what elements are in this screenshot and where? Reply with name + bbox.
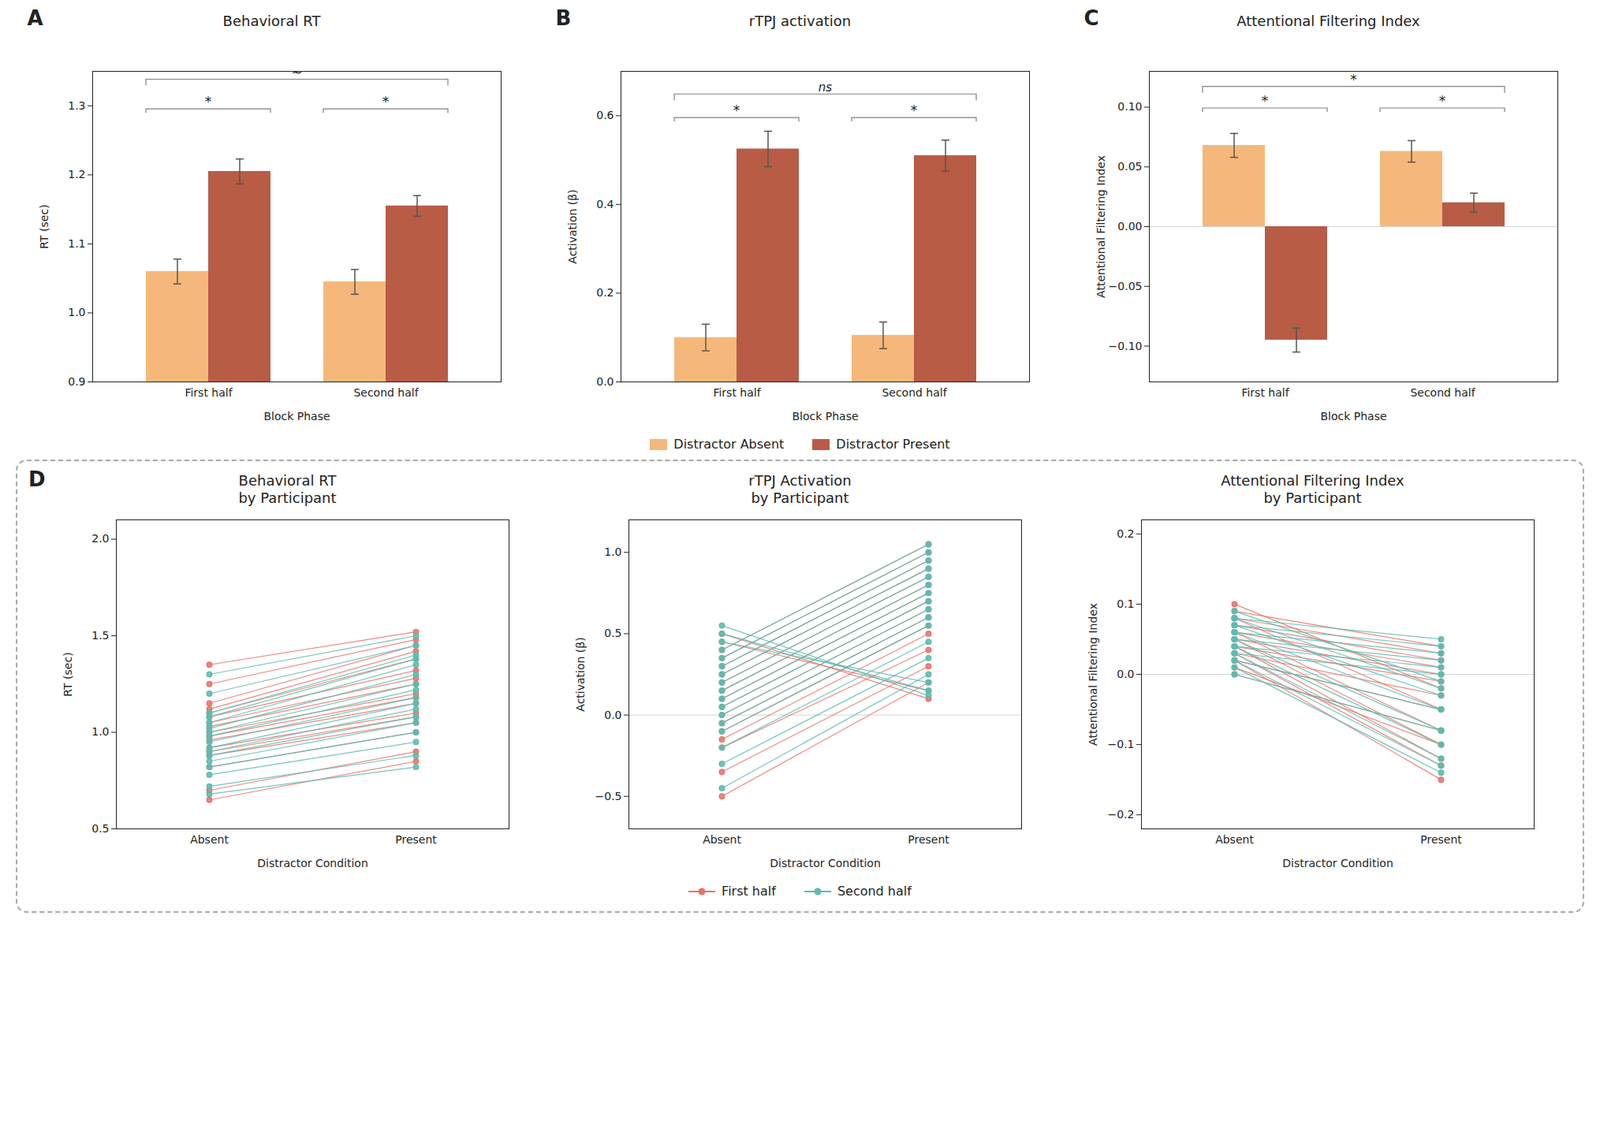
- svg-text:0.2: 0.2: [1116, 527, 1134, 541]
- svg-text:Present: Present: [907, 833, 950, 847]
- svg-text:0.4: 0.4: [596, 197, 614, 211]
- html-text:Distractor Present: Distractor Present: [836, 436, 950, 452]
- svg-text:*: *: [204, 93, 212, 110]
- svg-text:−0.5: −0.5: [594, 790, 622, 803]
- svg-text:1.0: 1.0: [604, 545, 622, 559]
- svg-text:1.3: 1.3: [67, 99, 86, 112]
- svg-text:RT (sec): RT (sec): [61, 652, 75, 697]
- svg-text:0.00: 0.00: [1117, 220, 1142, 233]
- html-text:Behavioral RT: Behavioral RT: [222, 12, 321, 30]
- svg-text:0.0: 0.0: [596, 375, 614, 388]
- html-text:Second half: Second half: [837, 883, 912, 899]
- svg-text:Present: Present: [395, 833, 437, 847]
- svg-text:*: *: [381, 93, 389, 110]
- svg-text:Attentional Filtering Index: Attentional Filtering Index: [1094, 155, 1108, 299]
- html-text:Distractor Absent: Distractor Absent: [673, 436, 785, 452]
- svg-text:*: *: [1438, 93, 1446, 109]
- svg-text:*: *: [1350, 71, 1358, 88]
- html-text:A: A: [27, 6, 44, 30]
- svg-text:1.0: 1.0: [67, 305, 86, 319]
- html-text:Attentional Filtering Index by: Attentional Filtering Index by Participa…: [1220, 472, 1405, 507]
- svg-text:−0.2: −0.2: [1107, 808, 1134, 821]
- svg-text:RT (sec): RT (sec): [37, 204, 51, 249]
- svg-text:Absent: Absent: [190, 833, 229, 847]
- svg-text:1.0: 1.0: [91, 725, 109, 739]
- html-text:rTPJ Activation by Participant: rTPJ Activation by Participant: [748, 472, 852, 507]
- svg-text:*: *: [910, 102, 918, 119]
- svg-text:2.0: 2.0: [91, 532, 109, 545]
- svg-text:Distractor Condition: Distractor Condition: [1282, 857, 1394, 870]
- svg-text:First half: First half: [184, 386, 233, 400]
- svg-text:−0.05: −0.05: [1107, 279, 1142, 293]
- svg-text:Second half: Second half: [353, 386, 419, 400]
- html-text:C: C: [1083, 6, 1099, 30]
- svg-text:Block Phase: Block Phase: [263, 410, 330, 423]
- svg-text:Second half: Second half: [881, 386, 948, 400]
- svg-text:Second half: Second half: [1409, 386, 1476, 400]
- html-text:Behavioral RT by Participant: Behavioral RT by Participant: [238, 472, 337, 507]
- svg-text:0.5: 0.5: [91, 822, 109, 836]
- svg-text:Distractor Condition: Distractor Condition: [769, 857, 881, 870]
- svg-text:Present: Present: [1420, 833, 1463, 847]
- svg-text:0.10: 0.10: [1117, 100, 1142, 113]
- svg-text:1.2: 1.2: [67, 167, 86, 181]
- svg-text:Absent: Absent: [1215, 833, 1254, 847]
- svg-text:Activation (β): Activation (β): [574, 637, 587, 712]
- svg-text:0.6: 0.6: [596, 108, 614, 122]
- html-text:B: B: [555, 6, 572, 30]
- svg-text:*: *: [732, 102, 740, 119]
- svg-text:ns: ns: [817, 80, 832, 95]
- svg-text:Attentional Filtering Index: Attentional Filtering Index: [1086, 603, 1100, 746]
- svg-text:1.5: 1.5: [91, 629, 109, 642]
- html-text:First half: First half: [721, 883, 776, 899]
- svg-text:0.0: 0.0: [604, 708, 622, 722]
- svg-text:0.05: 0.05: [1117, 160, 1142, 173]
- html-text:Attentional Filtering Index: Attentional Filtering Index: [1236, 12, 1421, 30]
- svg-text:First half: First half: [712, 386, 761, 400]
- svg-text:Absent: Absent: [702, 833, 742, 847]
- svg-text:Activation (β): Activation (β): [566, 189, 579, 264]
- svg-text:0.2: 0.2: [596, 286, 614, 299]
- svg-text:First half: First half: [1241, 386, 1290, 400]
- svg-text:1.1: 1.1: [67, 237, 86, 250]
- svg-text:Block Phase: Block Phase: [791, 410, 858, 423]
- svg-text:0.9: 0.9: [67, 375, 86, 388]
- svg-text:−0.10: −0.10: [1107, 339, 1142, 353]
- svg-text:0.1: 0.1: [1116, 597, 1134, 611]
- svg-text:0.5: 0.5: [604, 626, 622, 640]
- svg-text:*: *: [1260, 93, 1269, 109]
- html-text:D: D: [28, 467, 46, 492]
- svg-text:−0.1: −0.1: [1107, 738, 1134, 751]
- svg-text:Distractor Condition: Distractor Condition: [257, 857, 369, 870]
- svg-text:0.0: 0.0: [1116, 667, 1134, 681]
- svg-text:Block Phase: Block Phase: [1320, 410, 1387, 423]
- svg-text:~: ~: [290, 64, 303, 81]
- html-text:rTPJ activation: rTPJ activation: [748, 12, 852, 30]
